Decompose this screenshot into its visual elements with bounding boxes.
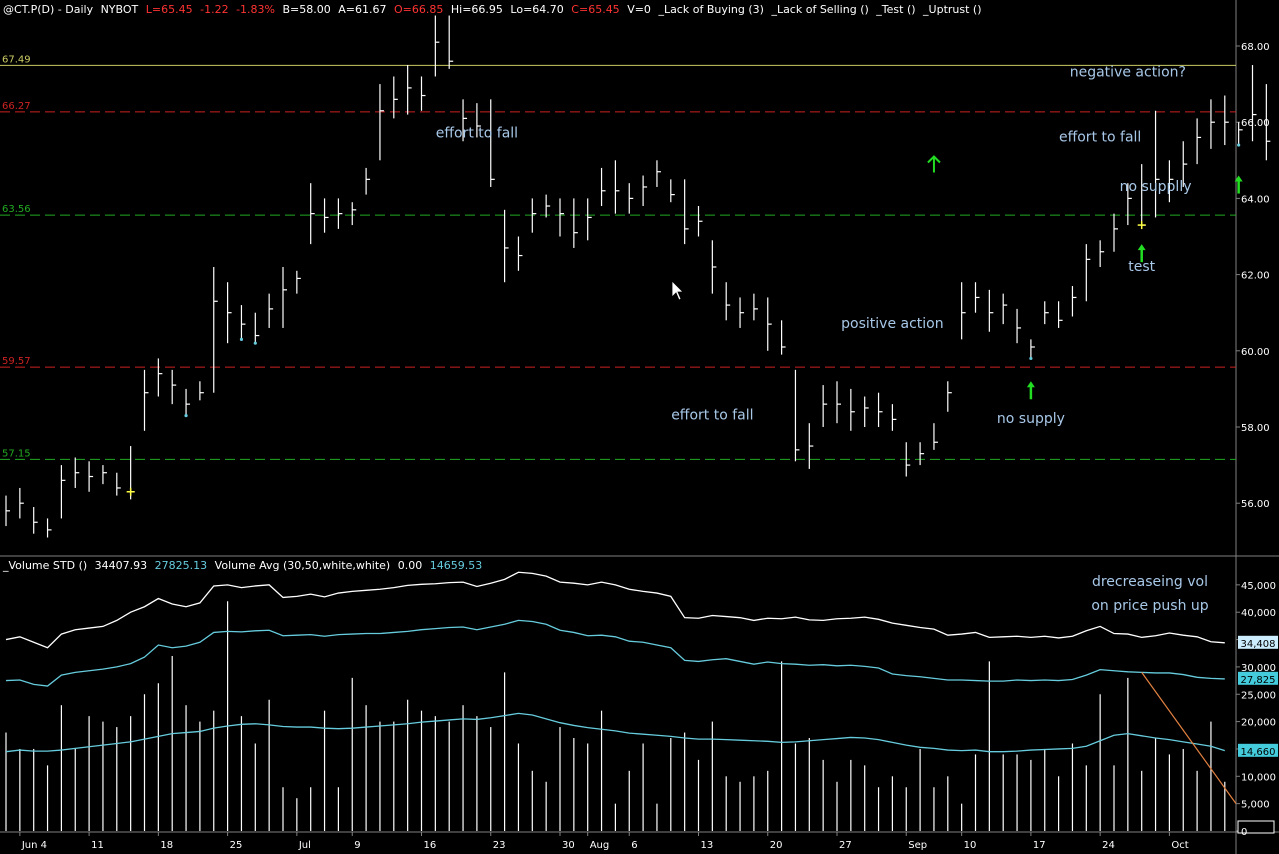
volume-zero-box — [1237, 820, 1275, 834]
last-price: L=65.45 — [145, 3, 193, 16]
price-change-pct: -1.83% — [236, 3, 275, 16]
time-tick-label: 16 — [424, 840, 437, 851]
time-tick-label: Aug — [590, 840, 610, 851]
time-tick-label: 6 — [631, 840, 637, 851]
volume-tick-label: 20,000 — [1241, 718, 1276, 729]
volume-tick-label: 0 — [1241, 827, 1247, 838]
price-tick-label: 56.00 — [1241, 499, 1270, 510]
time-tick-label: Oct — [1171, 840, 1188, 851]
time-tick-label: 17 — [1033, 840, 1046, 851]
indicator-test: _Test () — [876, 3, 916, 16]
price-tick-label: 66.00 — [1241, 118, 1270, 129]
ask-price: A=61.67 — [338, 3, 387, 16]
open-price: O=66.85 — [394, 3, 444, 16]
annotation-2: positive action — [841, 316, 943, 332]
time-tick-label: 18 — [160, 840, 173, 851]
up-arrow — [1026, 381, 1035, 388]
volume-value-label-0: 34,408 — [1241, 639, 1276, 650]
price-change: -1.22 — [200, 3, 229, 16]
volume-value: V=0 — [627, 3, 651, 16]
time-tick-label: Jun 4 — [21, 840, 47, 851]
signal-dot — [1029, 356, 1033, 361]
price-tick-label: 64.00 — [1241, 194, 1270, 205]
volume-tick-label: 5,000 — [1241, 800, 1270, 811]
volume-band-2 — [5, 712, 1225, 753]
mouse-cursor-icon — [671, 280, 684, 301]
time-tick-label: 30 — [562, 840, 575, 851]
time-tick-label: 25 — [230, 840, 243, 851]
time-tick-label: 13 — [701, 840, 714, 851]
price-tick-label: 58.00 — [1241, 423, 1270, 434]
volume-band-0 — [5, 571, 1225, 649]
level-label-67.49: 67.49 — [2, 54, 31, 65]
volume-avg-value-2: 14659.53 — [429, 559, 483, 572]
volume-header: _Volume STD () 34407.93 27825.13 Volume … — [3, 559, 486, 572]
time-tick-label: 10 — [964, 840, 977, 851]
time-tick-label: 20 — [770, 840, 783, 851]
annotation-7: no supplly — [1120, 179, 1192, 195]
up-arrow — [1137, 244, 1146, 251]
volume-tick-label: 45,000 — [1241, 581, 1276, 592]
indicator-lack-of-selling: _Lack of Selling () — [771, 3, 869, 16]
volume-value-label-2: 14,660 — [1241, 747, 1276, 758]
signal-dot — [253, 341, 257, 345]
level-label-59.57: 59.57 — [2, 356, 31, 367]
volume-tick-label: 10,000 — [1241, 772, 1276, 783]
indicator-lack-of-buying: _Lack of Buying (3) — [658, 3, 764, 16]
time-tick-label: 23 — [493, 840, 506, 851]
level-label-63.56: 63.56 — [2, 204, 31, 215]
close-price: C=65.45 — [571, 3, 620, 16]
symbol-label: @CT.P(D) - Daily — [3, 3, 94, 16]
volume-tick-label: 25,000 — [1241, 690, 1276, 701]
signal-dot — [239, 337, 244, 341]
chart-header: @CT.P(D) - Daily NYBOT L=65.45 -1.22 -1.… — [3, 3, 986, 16]
time-tick-label: 9 — [354, 840, 360, 851]
signal-dot — [1237, 143, 1241, 147]
time-tick-label: 24 — [1102, 840, 1115, 851]
volume-band-1 — [5, 619, 1225, 687]
annotation-5: negative action? — [1070, 64, 1186, 80]
volume-tick-label: 40,000 — [1241, 608, 1276, 619]
volume-std-value-2: 27825.13 — [154, 559, 208, 572]
volume-value-label-1: 27,825 — [1241, 675, 1276, 686]
volume-value-badge — [1238, 635, 1278, 649]
annotation-3: no supply — [997, 411, 1065, 427]
volume-std-value-1: 34407.93 — [94, 559, 148, 572]
level-label-57.15: 57.15 — [2, 448, 31, 459]
time-tick-label: Sep — [908, 840, 927, 851]
signal-dot — [184, 413, 188, 418]
up-arrow — [1234, 175, 1243, 182]
level-label-66.27: 66.27 — [2, 101, 31, 112]
time-tick-label: 11 — [91, 840, 104, 851]
volume-avg-label: Volume Avg (30,50,white,white) — [214, 559, 391, 572]
volume-std-label: _Volume STD () — [3, 559, 88, 572]
time-tick-label: 27 — [839, 840, 852, 851]
exchange-label: NYBOT — [100, 3, 139, 16]
high-price: Hi=66.95 — [450, 3, 503, 16]
volume-value-badge — [1238, 671, 1278, 685]
indicator-uptrust: _Uptrust () — [923, 3, 982, 16]
volume-annotation-2: on price push up — [1091, 598, 1208, 614]
low-price: Lo=64.70 — [510, 3, 564, 16]
volume-trend-line — [1141, 672, 1237, 805]
volume-value-badge — [1238, 743, 1278, 757]
price-tick-label: 62.00 — [1241, 271, 1270, 282]
time-tick-label: Jul — [298, 840, 311, 851]
volume-avg-value-1: 0.00 — [397, 559, 423, 572]
price-tick-label: 60.00 — [1241, 347, 1270, 358]
annotation-1: effort to fall — [671, 407, 753, 423]
bid-price: B=58.00 — [282, 3, 331, 16]
annotation-6: test — [1128, 259, 1155, 275]
volume-annotation-1: drecreaseing vol — [1092, 574, 1208, 590]
volume-tick-label: 30,000 — [1241, 663, 1276, 674]
annotation-4: effort to fall — [1059, 129, 1141, 145]
annotation-0: effort to fall — [436, 125, 518, 141]
price-tick-label: 68.00 — [1241, 42, 1270, 53]
